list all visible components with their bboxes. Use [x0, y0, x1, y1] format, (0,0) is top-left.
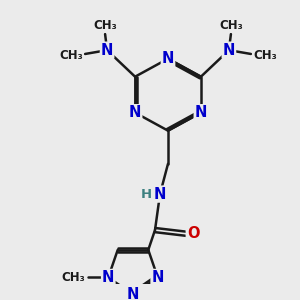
Text: CH₃: CH₃ — [93, 19, 117, 32]
Text: CH₃: CH₃ — [219, 19, 243, 32]
Text: CH₃: CH₃ — [61, 271, 85, 284]
Text: N: N — [154, 187, 166, 202]
Text: N: N — [162, 51, 174, 66]
Text: N: N — [129, 105, 141, 120]
Text: N: N — [223, 43, 235, 58]
Text: CH₃: CH₃ — [253, 50, 277, 62]
Text: N: N — [152, 270, 164, 285]
Text: N: N — [127, 287, 139, 300]
Text: N: N — [195, 105, 207, 120]
Text: N: N — [102, 270, 115, 285]
Text: O: O — [187, 226, 199, 242]
Text: N: N — [101, 43, 113, 58]
Text: CH₃: CH₃ — [59, 50, 83, 62]
Text: H: H — [140, 188, 152, 201]
